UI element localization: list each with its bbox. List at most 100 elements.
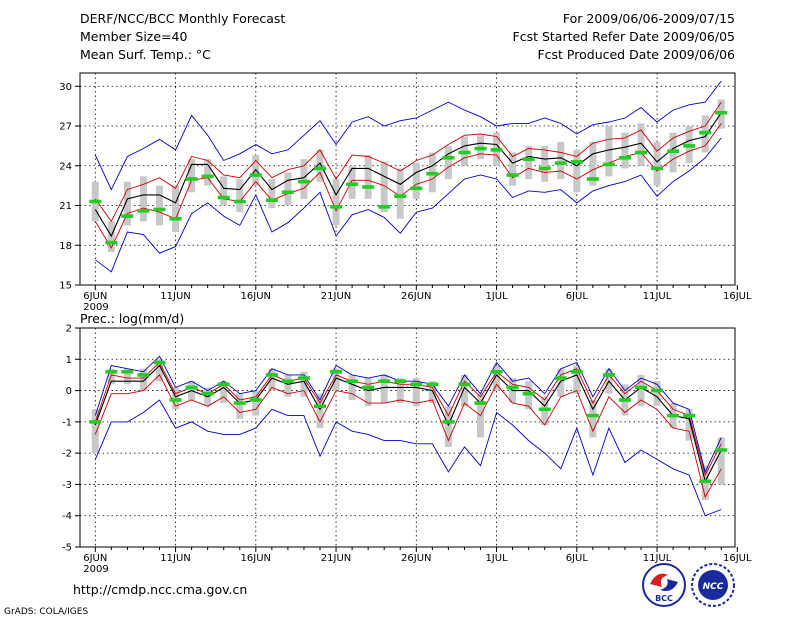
plot-frame [80,328,735,547]
spread-box [365,155,372,199]
forecast-period: For 2009/06/06-2009/07/15 [563,11,735,26]
x-tick-label: 11JUN [160,553,190,564]
median-marker [298,180,310,184]
y-tick-label: 24 [59,161,72,172]
x-tick-label: 16JUN [241,553,271,564]
spread-box [349,166,356,199]
median-marker [635,151,647,155]
median-marker [523,392,535,396]
median-marker [378,205,390,209]
median-marker [394,379,406,383]
bcc-logo: BCC [643,564,685,606]
spread-box [557,142,564,179]
median-marker [186,177,198,181]
x-tick-label: 16JUN [241,291,271,302]
median-marker [587,177,599,181]
median-marker [426,172,438,176]
median-marker [667,414,679,418]
spread-box [172,186,179,232]
median-marker [442,156,454,160]
spread-box [236,179,243,212]
median-marker [410,186,422,190]
forecast-produced-date: Fcst Produced Date 2009/06/06 [537,47,735,62]
median-marker [539,167,551,171]
median-marker [635,386,647,390]
spread-box [525,146,532,179]
median-marker [523,157,535,161]
grads-credit: GrADS: COLA/IGES [4,607,88,617]
median-marker [442,420,454,424]
median-marker [362,185,374,189]
median-marker [282,190,294,194]
median-marker [715,111,727,115]
median-marker [266,373,278,377]
median-marker [218,196,230,200]
x-year-label: 2009 [83,564,108,575]
y-tick-label: -4 [62,511,72,522]
source-url: http://cmdp.ncc.cma.gov.cn [73,582,247,597]
median-marker [491,370,503,374]
x-tick-label: 6JUL [566,291,589,302]
median-marker [202,175,214,179]
x-tick-label: 6JUN [83,291,107,302]
series-line-min [95,400,721,516]
median-marker [571,160,583,164]
median-marker [458,151,470,155]
x-tick-label: 26JUN [401,291,431,302]
x-tick-label: 26JUN [401,553,431,564]
spread-box [252,391,259,416]
median-marker [539,408,551,412]
y-tick-label: 21 [59,201,72,212]
median-marker [121,370,133,374]
spread-box [381,375,388,403]
median-marker [250,398,262,402]
spread-box [413,378,420,406]
temperature-panel: 15 18 21 24 27 30 6JUN 11JUN 16JUN 21JUN 26JUN 1JUL… [59,73,752,313]
median-marker [458,383,470,387]
spread-box [333,179,340,225]
y-tick-label: 2 [66,324,72,335]
median-marker [410,383,422,387]
x-tick-label: 1JUL [485,291,508,302]
median-marker [571,370,583,374]
forecast-figure: DERF/NCC/BCC Monthly Forecast Member Siz… [0,0,800,618]
median-marker [137,209,149,213]
spread-box [509,153,516,186]
ncc-logo-text: NCC [703,582,724,592]
spread-box [445,146,452,179]
y-tick-label: -1 [62,417,72,428]
median-marker [587,414,599,418]
x-tick-label: 6JUN [83,553,107,564]
y-tick-label: -5 [62,543,72,554]
spread-box [397,168,404,218]
spread-box [349,375,356,400]
y-tick-label: 18 [59,241,72,252]
variable-label: Mean Surf. Temp.: °C [80,47,211,62]
x-tick-label: 6JUL [566,553,589,564]
median-marker [330,370,342,374]
median-marker [394,194,406,198]
spread-box [284,172,291,205]
x-tick-label: 21JUN [321,553,351,564]
median-marker [426,383,438,387]
median-marker [234,401,246,405]
spread-box [541,146,548,182]
median-marker [170,398,182,402]
median-marker [362,386,374,390]
median-marker [170,217,182,221]
y-tick-label: 30 [59,82,72,93]
precip-panel-title: Prec.: log(mm/d) [80,311,184,326]
median-marker [651,167,663,171]
median-marker [266,198,278,202]
median-marker [234,200,246,204]
spread-box [413,163,420,199]
median-marker [699,131,711,135]
y-tick-label: 15 [59,281,72,292]
median-marker [330,205,342,209]
bcc-logo-text: BCC [655,594,673,603]
precipitation-panel: -5-4-3-2-10126JUN 11JUN 16JUN 21JUN 26JUN 1JU… [62,324,752,576]
median-marker [314,404,326,408]
median-marker [346,183,358,187]
median-marker [475,401,487,405]
median-marker [154,208,166,212]
